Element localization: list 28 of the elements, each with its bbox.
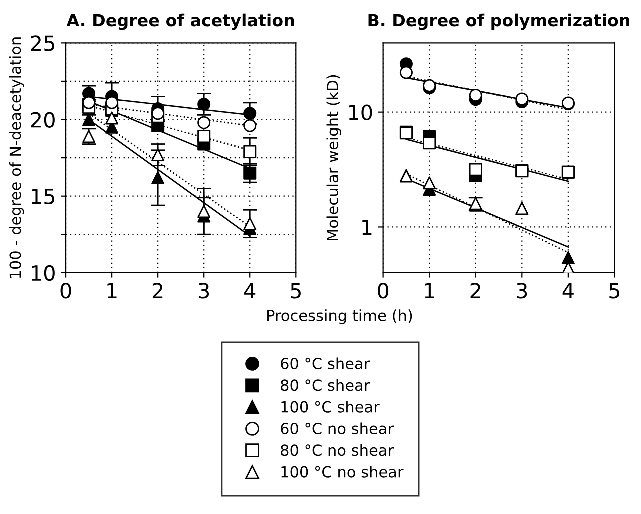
legend-label: 80 °C shear bbox=[281, 379, 370, 392]
y-tick-label: 10 bbox=[32, 265, 55, 282]
chart-title: A. Degree of acetylation bbox=[66, 14, 294, 30]
legend-label: 100 °C no shear bbox=[282, 466, 404, 478]
x-tick-label: 4 bbox=[562, 283, 574, 298]
x-tick-label: 0 bbox=[378, 283, 389, 299]
x-tick-label: 5 bbox=[291, 283, 301, 299]
y-tick-label: 20 bbox=[31, 112, 55, 128]
x-tick-label: 3 bbox=[517, 283, 528, 299]
legend-label: 80 °C no shear bbox=[281, 444, 394, 456]
chart-title: B. Degree of polymerization bbox=[368, 14, 630, 30]
x-tick-label: 5 bbox=[610, 283, 620, 299]
x-tick-label: 3 bbox=[199, 283, 210, 299]
x-tick-label: 1 bbox=[108, 283, 117, 298]
y-tick-label: 15 bbox=[32, 189, 54, 205]
x-tick-label: 0 bbox=[60, 283, 72, 299]
x-tick-label: 4 bbox=[244, 283, 256, 298]
y-axis-title: 100 - degree of N-deacetylation bbox=[9, 38, 24, 278]
legend-label: 100 °C shear bbox=[282, 401, 380, 413]
y-axis-title: Molecular weight (kD) bbox=[326, 75, 342, 241]
x-tick-label: 2 bbox=[470, 283, 480, 298]
legend-label: 60 °C no shear bbox=[281, 422, 394, 435]
y-tick-label: 25 bbox=[31, 36, 54, 52]
y-tick-label: 10 bbox=[349, 104, 372, 121]
x-tick-label: 1 bbox=[425, 283, 434, 298]
legend-label: 60 °C shear bbox=[281, 358, 370, 370]
x-axis-title: Processing time (h) bbox=[268, 310, 412, 324]
x-tick-label: 2 bbox=[152, 283, 163, 298]
